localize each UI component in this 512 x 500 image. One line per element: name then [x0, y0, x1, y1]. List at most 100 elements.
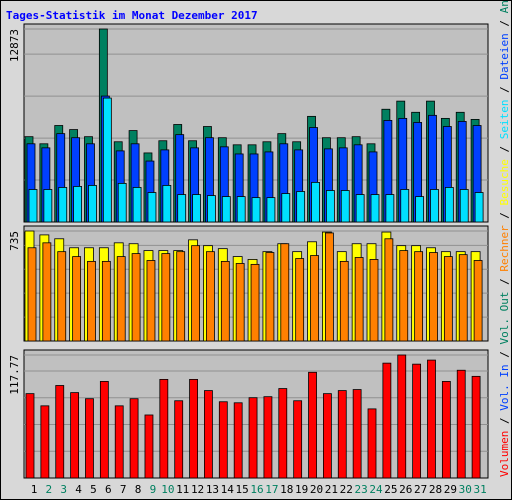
bar: [248, 397, 258, 479]
x-tick-label: 21: [325, 483, 338, 496]
x-tick-label: 15: [236, 483, 249, 496]
legend-separator: /: [498, 13, 511, 33]
x-tick-label: 22: [340, 483, 353, 496]
y-tick-label: 117.77: [8, 355, 21, 395]
bar: [192, 194, 201, 223]
bar: [159, 378, 169, 479]
bar: [430, 189, 439, 223]
bar: [43, 189, 53, 223]
bar: [354, 257, 364, 342]
bar: [308, 371, 317, 479]
bar: [28, 189, 38, 223]
bar: [191, 245, 200, 342]
bar: [57, 251, 67, 342]
x-tick-label: 29: [444, 483, 457, 496]
x-tick-label: 24: [369, 483, 383, 496]
bar: [177, 194, 187, 223]
bar: [40, 405, 50, 479]
legend-separator: /: [498, 345, 511, 365]
bar: [236, 196, 246, 223]
x-tick-label: 8: [135, 483, 142, 496]
bar: [325, 190, 335, 223]
bar: [324, 232, 334, 342]
x-tick-label: 26: [399, 483, 412, 496]
legend-separator: /: [498, 205, 511, 225]
x-tick-label: 18: [280, 483, 293, 496]
bar: [72, 256, 82, 342]
x-tick-label: 31: [473, 483, 486, 496]
bar: [218, 401, 228, 479]
bar: [295, 258, 305, 342]
bar: [311, 181, 320, 223]
x-tick-label: 7: [120, 483, 127, 496]
bar: [102, 97, 112, 223]
bar: [399, 250, 409, 342]
bar: [101, 260, 111, 342]
bar: [250, 263, 260, 342]
x-tick-label: 2: [46, 483, 53, 496]
bar: [58, 187, 68, 223]
x-tick-label: 12: [191, 483, 204, 496]
bar: [204, 390, 213, 479]
x-tick-label: 13: [206, 483, 219, 496]
legend-separator: /: [498, 272, 511, 292]
bar: [206, 251, 215, 342]
bar: [88, 185, 97, 223]
x-tick-label: 17: [265, 483, 278, 496]
bar: [367, 408, 377, 479]
bar: [55, 385, 65, 479]
bar: [384, 238, 394, 342]
x-tick-label: 5: [90, 483, 97, 496]
bar: [114, 405, 124, 479]
legend-entry: Anfragen: [498, 0, 511, 13]
legend-entry: Besuche: [498, 159, 511, 205]
x-tick-label: 25: [384, 483, 397, 496]
bar: [116, 256, 126, 342]
bar: [458, 254, 468, 342]
bar: [352, 389, 362, 479]
bar: [414, 251, 424, 342]
bar: [99, 381, 109, 479]
bar: [474, 192, 484, 223]
bar: [132, 187, 142, 223]
legend-entry: Vol. Out: [498, 292, 511, 345]
x-tick-label: 27: [414, 483, 427, 496]
x-tick-label: 28: [429, 483, 442, 496]
x-tick-label: 10: [161, 483, 174, 496]
bar: [73, 186, 83, 223]
x-tick-label: 16: [250, 483, 263, 496]
bar: [131, 253, 141, 342]
bar: [87, 260, 96, 342]
bar: [370, 194, 380, 223]
bar: [278, 388, 288, 479]
chart-title: Tages-Statistik im Monat Dezember 2017: [6, 9, 258, 22]
bar: [25, 393, 35, 479]
y-tick-label: 12873: [8, 29, 21, 62]
bar: [456, 369, 466, 479]
x-tick-label: 9: [150, 483, 157, 496]
bar: [129, 398, 139, 479]
legend-entry: Seiten: [498, 99, 511, 139]
x-tick-label: 11: [176, 483, 189, 496]
bar: [443, 256, 453, 342]
x-tick-label: 23: [355, 483, 368, 496]
bar: [397, 354, 407, 479]
bar: [27, 247, 37, 342]
bar: [280, 243, 290, 342]
legend: Volumen / Vol. In / Vol. Out / Rechner /…: [498, 0, 511, 477]
legend-entry: Volumen: [498, 431, 511, 477]
bar: [221, 196, 231, 223]
bar: [174, 400, 184, 479]
bar: [176, 251, 186, 342]
bar: [207, 195, 216, 223]
x-tick-label: 6: [105, 483, 112, 496]
x-tick-label: 20: [310, 483, 323, 496]
bar: [296, 191, 306, 223]
bar: [281, 193, 291, 223]
bar: [265, 252, 275, 342]
bar: [161, 253, 171, 342]
bar: [146, 260, 156, 342]
x-tick-label: 30: [459, 483, 472, 496]
bar: [310, 255, 319, 342]
